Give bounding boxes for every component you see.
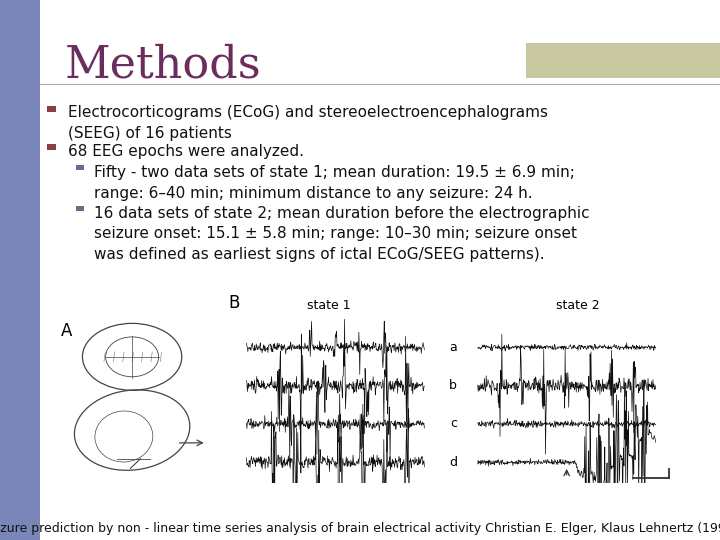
Text: d: d bbox=[449, 456, 457, 469]
Text: c: c bbox=[450, 417, 456, 430]
Text: 16 data sets of state 2; mean duration before the electrographic
seizure onset: : 16 data sets of state 2; mean duration b… bbox=[94, 206, 589, 261]
Text: 68 EEG epochs were analyzed.: 68 EEG epochs were analyzed. bbox=[68, 144, 305, 159]
Text: state 2: state 2 bbox=[556, 299, 600, 312]
Text: Seizure prediction by non - linear time series analysis of brain electrical acti: Seizure prediction by non - linear time … bbox=[0, 522, 720, 535]
Text: a: a bbox=[449, 341, 457, 354]
Text: Methods: Methods bbox=[65, 43, 261, 86]
Text: Fifty - two data sets of state 1; mean duration: 19.5 ± 6.9 min;
range: 6–40 min: Fifty - two data sets of state 1; mean d… bbox=[94, 165, 575, 201]
Text: A: A bbox=[61, 322, 72, 340]
Text: b: b bbox=[449, 379, 457, 392]
Text: Electrocorticograms (ECoG) and stereoelectroencephalograms
(SEEG) of 16 patients: Electrocorticograms (ECoG) and stereoele… bbox=[68, 105, 549, 141]
Text: B: B bbox=[228, 294, 240, 312]
Text: state 1: state 1 bbox=[307, 299, 350, 312]
